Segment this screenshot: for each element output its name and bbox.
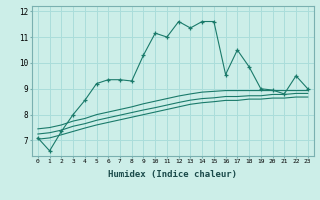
X-axis label: Humidex (Indice chaleur): Humidex (Indice chaleur) [108, 170, 237, 179]
